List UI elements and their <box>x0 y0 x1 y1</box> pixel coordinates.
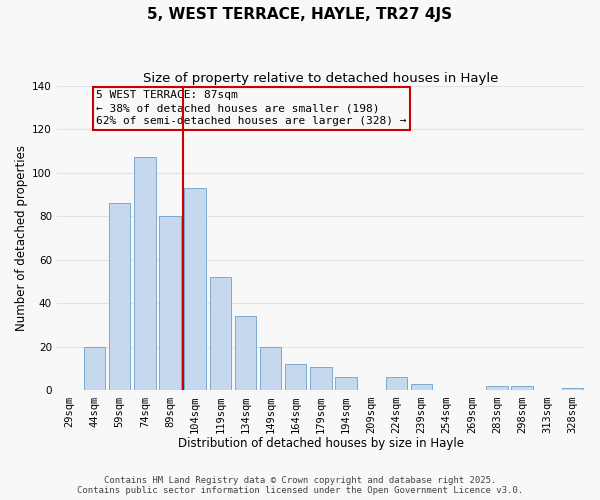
Bar <box>285 364 307 390</box>
Text: Contains HM Land Registry data © Crown copyright and database right 2025.
Contai: Contains HM Land Registry data © Crown c… <box>77 476 523 495</box>
Text: 5 WEST TERRACE: 87sqm
← 38% of detached houses are smaller (198)
62% of semi-det: 5 WEST TERRACE: 87sqm ← 38% of detached … <box>97 90 407 126</box>
Bar <box>159 216 181 390</box>
Bar <box>209 277 231 390</box>
Bar <box>134 158 155 390</box>
Bar <box>511 386 533 390</box>
Bar <box>335 378 357 390</box>
Bar <box>562 388 583 390</box>
Bar <box>109 203 130 390</box>
Bar <box>411 384 432 390</box>
Bar <box>84 347 105 391</box>
Bar <box>486 386 508 390</box>
Title: Size of property relative to detached houses in Hayle: Size of property relative to detached ho… <box>143 72 499 86</box>
Bar <box>310 366 332 390</box>
Y-axis label: Number of detached properties: Number of detached properties <box>15 145 28 331</box>
Bar <box>184 188 206 390</box>
Bar <box>235 316 256 390</box>
Bar <box>260 347 281 391</box>
Bar <box>386 378 407 390</box>
X-axis label: Distribution of detached houses by size in Hayle: Distribution of detached houses by size … <box>178 437 464 450</box>
Text: 5, WEST TERRACE, HAYLE, TR27 4JS: 5, WEST TERRACE, HAYLE, TR27 4JS <box>148 8 452 22</box>
